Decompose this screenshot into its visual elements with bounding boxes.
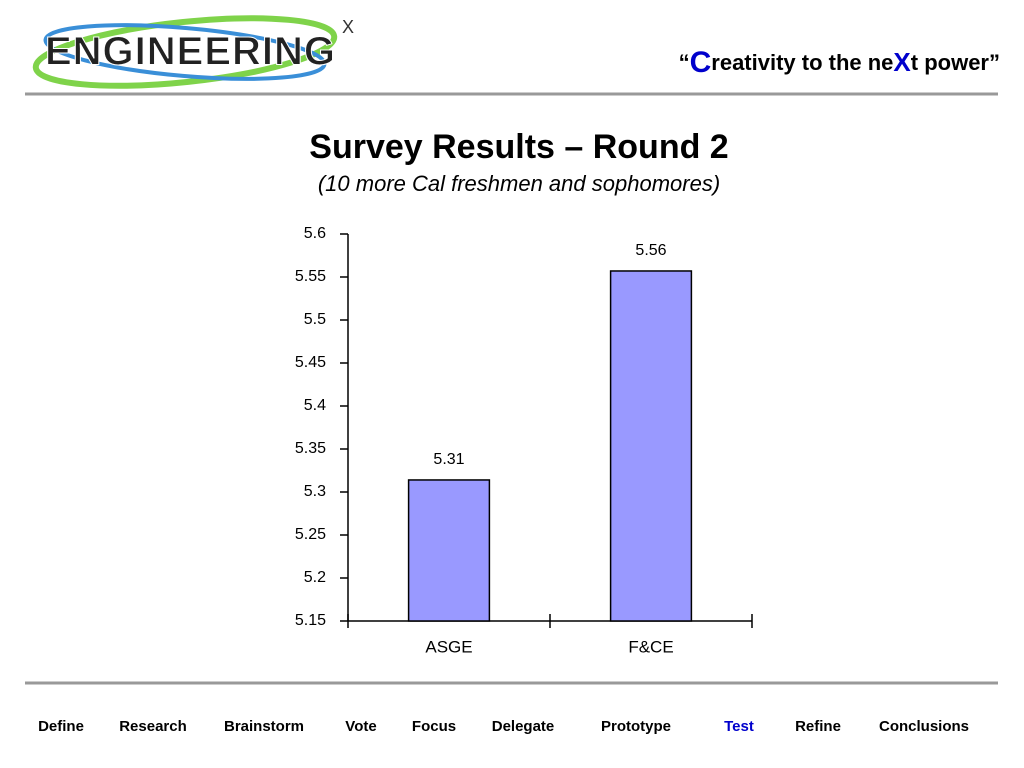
value-label: 5.31 [433, 451, 464, 468]
y-tick-label: 5.45 [295, 354, 326, 371]
value-label: 5.56 [635, 242, 666, 259]
nav-item[interactable]: Prototype [601, 718, 671, 735]
tagline: “Creativity to the neXt power” [679, 46, 1000, 79]
tagline-part: “ [679, 50, 690, 75]
y-tick-label: 5.25 [295, 526, 326, 543]
x-tick-label: F&CE [628, 637, 673, 656]
chart-title: Survey Results – Round 2 [309, 128, 728, 166]
logo-swirl [43, 23, 327, 81]
y-tick-label: 5.5 [304, 311, 326, 328]
nav-item[interactable]: Define [38, 718, 84, 735]
y-tick-label: 5.2 [304, 569, 326, 586]
y-tick-label: 5.35 [295, 440, 326, 457]
y-tick-label: 5.55 [295, 268, 326, 285]
nav-item[interactable]: Conclusions [879, 718, 969, 735]
logo-text: ENGINEERING [45, 30, 335, 74]
bar [407, 479, 491, 622]
y-tick-label: 5.15 [295, 612, 326, 629]
nav-item[interactable]: Refine [795, 718, 841, 735]
tagline-part: reativity to the ne [711, 50, 893, 75]
logo-sup: X [342, 17, 354, 37]
nav-item[interactable]: Focus [412, 718, 456, 735]
tagline-part: C [690, 46, 712, 79]
tagline-part: t power” [911, 50, 1000, 75]
nav-item[interactable]: Vote [345, 718, 376, 735]
nav-item[interactable]: Test [724, 718, 754, 735]
x-tick-label: ASGE [425, 637, 472, 656]
y-tick-label: 5.6 [304, 225, 326, 242]
tagline-part: X [893, 47, 911, 77]
nav-item[interactable]: Research [119, 718, 187, 735]
nav-item[interactable]: Delegate [492, 718, 555, 735]
y-tick-label: 5.4 [304, 397, 326, 414]
logo-swirl [32, 15, 338, 89]
y-tick-label: 5.3 [304, 483, 326, 500]
logo: ENGINEERING X [32, 15, 354, 89]
chart-subtitle: (10 more Cal freshmen and sophomores) [318, 171, 720, 196]
nav-bar: Define Research Brainstorm Vote Focus Delegat… [38, 718, 969, 735]
nav-item[interactable]: Brainstorm [224, 718, 304, 735]
bar [609, 270, 693, 622]
